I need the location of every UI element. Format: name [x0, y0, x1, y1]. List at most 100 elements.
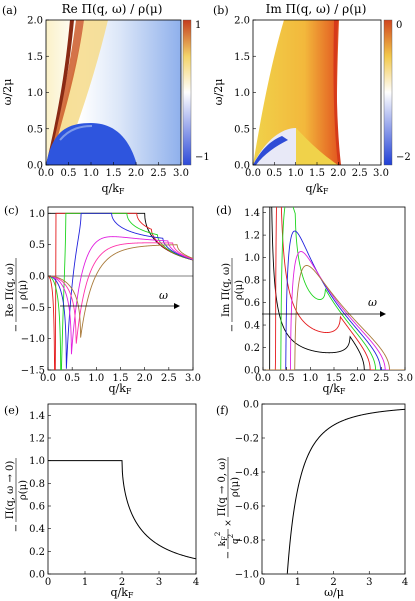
y-tick-label: 2.0: [27, 16, 43, 27]
x-tick-label: 2.5: [373, 373, 389, 384]
x-tick-label: 0.0: [40, 373, 56, 384]
x-ticks-c: 0.0 0.5 1.0 1.5 2.0 2.5 3.0: [40, 367, 201, 384]
y-tick-label: 1.0: [234, 88, 250, 99]
panel-c: (c) ω 0.0 0.5 1.0 1.5 2.0 2.5 3.0 1.00.50.0−0.…: [4, 204, 201, 396]
x-ticks-b: 0.0 0.5 1.0 1.5 2.0 2.5 3.0: [245, 162, 389, 179]
y-tick-label: 0.4: [29, 524, 45, 535]
y-axis-label-f: kF2 q2 × Π(q → 0, ω) ρ(μ) −: [214, 457, 241, 559]
x-tick-label: 0: [45, 577, 51, 588]
omega-label-c: ω: [159, 289, 168, 302]
panel-letter-e: (e): [4, 404, 19, 417]
series-line-c: [48, 244, 193, 338]
y-tick-label: 0.0: [29, 271, 45, 282]
y-tick-label: 1.0: [27, 88, 43, 99]
y-tick-label: 0.0: [244, 366, 260, 377]
y-tick-label: 2.0: [234, 16, 250, 27]
svg-text:−: −: [227, 324, 238, 332]
x-tick-label: 3.0: [397, 373, 413, 384]
heatmap-b: [253, 20, 381, 165]
y-tick-label: 1.0: [29, 456, 45, 467]
series-line-d: [263, 251, 405, 370]
panel-d: (d) ω 0.0 0.5 1.0 1.5 2.0 2.5 3.0 0.0 0.2 0.4 0.6…: [216, 204, 413, 396]
x-tick-label: 2.5: [151, 168, 167, 179]
panel-letter-b: (b): [213, 4, 229, 17]
x-ticks-e: 0 1 2 3 4: [45, 571, 199, 588]
series-line-d: [263, 207, 405, 370]
omega-label-d: ω: [368, 296, 377, 309]
y-tick-label: 0.0: [27, 161, 43, 172]
y-tick-label: 0.6: [244, 298, 260, 309]
x-axis-label-b: q/kF: [306, 182, 329, 196]
svg-text:ρ(μ): ρ(μ): [234, 280, 245, 300]
curves-c: [48, 212, 193, 370]
y-tick-label: 0.2: [244, 343, 260, 354]
x-tick-label: 1.5: [113, 373, 129, 384]
series-line-d: [263, 207, 405, 370]
y-axis-label-c: Re Π(q, ω) ρ(μ) −: [5, 258, 29, 332]
svg-text:ρ(μ): ρ(μ): [230, 477, 241, 497]
y-tick-label: 0.5: [29, 240, 45, 251]
x-tick-label: 1.5: [106, 168, 122, 179]
x-axis-label-d: q/kF: [323, 382, 346, 396]
y-axis-label-d: Im Π(q, ω) ρ(μ) −: [221, 258, 245, 332]
y-ticks-e: 0.0 0.2 0.4 0.6 0.8 1.0 1.2 1.4: [29, 411, 51, 581]
x-tick-label: 1.5: [309, 168, 325, 179]
x-tick-label: 2.5: [352, 168, 368, 179]
x-tick-label: 3.0: [173, 168, 189, 179]
panel-letter-f: (f): [216, 404, 229, 417]
svg-text:−: −: [11, 324, 22, 332]
x-tick-label: 1.5: [326, 373, 342, 384]
y-tick-label: 1.2: [29, 434, 45, 445]
series-line-c: [48, 212, 193, 369]
svg-text:ρ(μ): ρ(μ): [18, 280, 29, 300]
x-tick-label: 2.0: [128, 168, 144, 179]
x-tick-label: 4: [193, 577, 199, 588]
x-axis-label-a: q/kF: [102, 182, 125, 196]
svg-text:−: −: [223, 551, 234, 559]
curves-d: [263, 207, 405, 370]
y-axis-label-e: Π(q, ω → 0) ρ(μ) −: [5, 458, 29, 532]
x-tick-label: 0.0: [255, 373, 271, 384]
series-line-c: [48, 236, 193, 355]
y-axis-label-b: ω/2μ: [212, 79, 225, 106]
y-tick-label: −1.0: [21, 334, 45, 345]
y-tick-label: 0.0: [243, 400, 259, 411]
x-tick-label: 0.5: [64, 373, 80, 384]
x-tick-label: 0.0: [38, 168, 54, 179]
x-tick-label: 1.0: [88, 373, 104, 384]
x-tick-label: 2: [119, 577, 125, 588]
y-tick-label: −0.4: [235, 468, 259, 479]
x-tick-label: 1.0: [83, 168, 99, 179]
series-line-d: [263, 265, 405, 370]
y-tick-label: 1.4: [244, 208, 260, 219]
y-tick-label: 0.5: [27, 124, 43, 135]
svg-text:−: −: [11, 524, 22, 532]
colorbar-b-max: 0: [396, 20, 402, 31]
colorbar-a: [183, 20, 191, 165]
panel-b-title: Im Π(q, ω) / ρ(μ): [266, 2, 367, 16]
y-tick-label: −0.8: [235, 536, 259, 547]
x-tick-label: 0.5: [61, 168, 77, 179]
y-ticks-d: 0.0 0.2 0.4 0.6 0.8 1.0 1.2 1.4: [244, 208, 266, 377]
y-tick-label: 1.0: [244, 253, 260, 264]
x-tick-label: 0.5: [266, 168, 282, 179]
x-tick-label: 0.0: [245, 168, 261, 179]
y-tick-label: 0.8: [29, 479, 45, 490]
x-axis-label-e: q/kF: [111, 586, 134, 600]
panel-f: (f) 0 1 2 3 4 −1.0 −0.8 −0.6 −0.4 −0.2 0.0 ω/μ kF…: [214, 400, 408, 600]
x-ticks-f: 0 1 2 3 4: [259, 571, 408, 588]
y-tick-label: −0.5: [21, 303, 45, 314]
x-tick-label: 0: [259, 577, 265, 588]
y-tick-label: −0.2: [235, 434, 259, 445]
axes-frame-f: [261, 403, 406, 575]
series-line-c: [48, 212, 193, 370]
colorbar-a-max: 1: [195, 20, 201, 31]
y-tick-label: 0.0: [234, 161, 250, 172]
panel-b: (b) Im Π(q, ω) / ρ(μ) 0.0 0.5 1.0 1.5 2.0 2.5…: [212, 2, 411, 196]
x-tick-label: 0.5: [279, 373, 295, 384]
svg-text:×: ×: [224, 519, 234, 527]
x-tick-label: 2.5: [161, 373, 177, 384]
x-tick-label: 1.0: [302, 373, 318, 384]
y-tick-label: 1.2: [244, 231, 260, 242]
